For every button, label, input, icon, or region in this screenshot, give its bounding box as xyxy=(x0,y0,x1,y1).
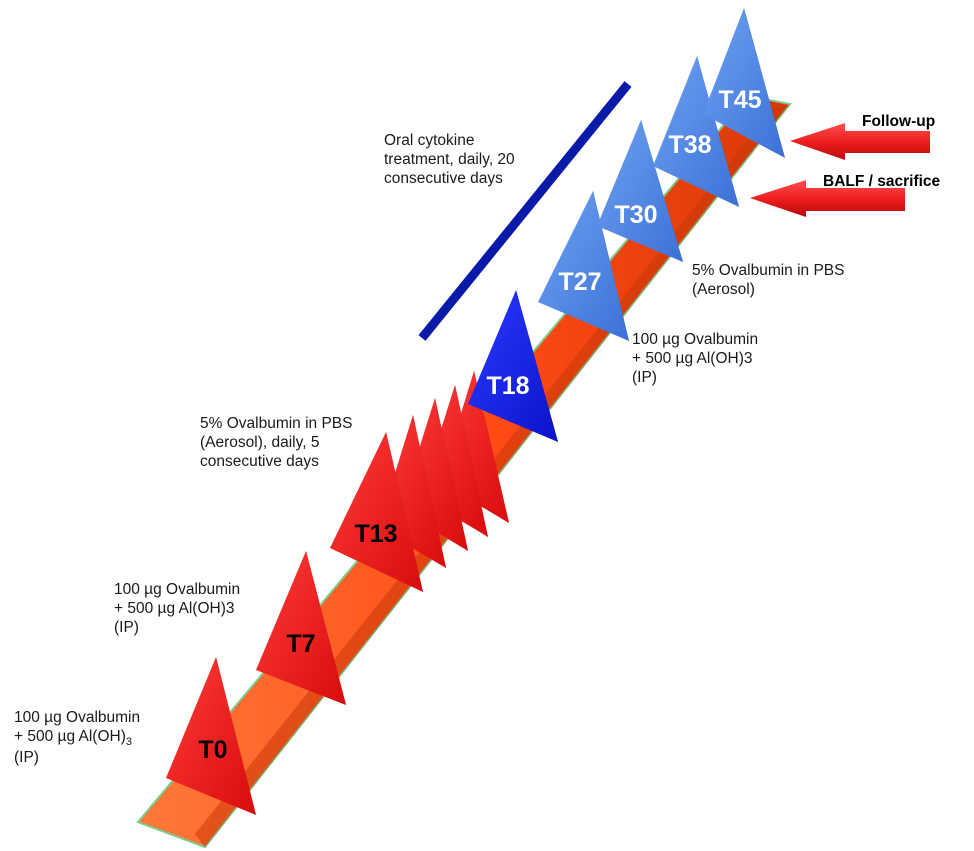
annotation-t0-line2-subscript: 3 xyxy=(126,736,132,748)
timepoint-t7: T7 xyxy=(256,551,346,705)
follow-up-arrow: Follow-up xyxy=(790,113,935,160)
annotation-t27-line1: 5% Ovalbumin in PBS xyxy=(692,262,845,279)
timepoint-t0: T0 xyxy=(166,657,256,815)
annotation-t27: 5% Ovalbumin in PBS (Aerosol) xyxy=(692,262,845,298)
timepoint-label-t18: T18 xyxy=(486,372,529,400)
timepoint-label-t45: T45 xyxy=(718,86,761,114)
timepoint-label-t27: T27 xyxy=(558,268,601,296)
balf-sacrifice-arrow: BALF / sacrifice xyxy=(750,173,941,217)
annotation-t0: 100 µg Ovalbumin + 500 µg Al(OH)3 (IP) xyxy=(14,709,140,766)
follow-up-label: Follow-up xyxy=(862,113,935,130)
annotation-t18-line1: 100 µg Ovalbumin xyxy=(632,331,758,348)
annotation-t0-line3: (IP) xyxy=(14,749,39,766)
balf-sacrifice-label: BALF / sacrifice xyxy=(823,173,941,190)
annotation-aerosol-series: 5% Ovalbumin in PBS (Aerosol), daily, 5 … xyxy=(200,415,353,470)
timepoint-label-t38: T38 xyxy=(668,131,711,159)
annotation-t18: 100 µg Ovalbumin + 500 µg Al(OH)3 (IP) xyxy=(632,331,758,386)
timepoint-t13: T13 xyxy=(330,432,423,592)
annotation-aerosol-line2: (Aerosol), daily, 5 xyxy=(200,434,319,451)
timepoint-label-t0: T0 xyxy=(198,736,227,764)
timepoint-label-t13: T13 xyxy=(354,520,397,548)
annotation-cytokine-line1: Oral cytokine xyxy=(384,132,474,149)
annotation-t0-line2: + 500 µg Al(OH)3 xyxy=(14,728,132,748)
annotation-cytokine: Oral cytokine treatment, daily, 20 conse… xyxy=(384,132,515,187)
timepoint-t38: T38 xyxy=(653,56,739,207)
annotation-cytokine-line2: treatment, daily, 20 xyxy=(384,151,515,168)
timepoint-t45: T45 xyxy=(703,8,785,158)
annotation-t7: 100 µg Ovalbumin + 500 µg Al(OH)3 (IP) xyxy=(114,581,240,636)
timepoint-label-t7: T7 xyxy=(286,630,315,658)
annotation-cytokine-line3: consecutive days xyxy=(384,170,503,187)
annotation-t18-line2: + 500 µg Al(OH)3 xyxy=(632,350,753,367)
annotation-t7-line3: (IP) xyxy=(114,619,139,636)
cytokine-treatment-bar xyxy=(418,81,632,341)
annotation-t7-line1: 100 µg Ovalbumin xyxy=(114,581,240,598)
timepoint-label-t30: T30 xyxy=(614,201,657,229)
annotation-t27-line2: (Aerosol) xyxy=(692,281,755,298)
timepoint-t27: T27 xyxy=(538,191,629,341)
annotation-t0-line2-main: + 500 µg Al(OH) xyxy=(14,728,126,745)
annotation-t0-line1: 100 µg Ovalbumin xyxy=(14,709,140,726)
annotation-aerosol-line1: 5% Ovalbumin in PBS xyxy=(200,415,353,432)
annotation-aerosol-line3: consecutive days xyxy=(200,453,319,470)
timepoint-t30: T30 xyxy=(597,120,683,262)
timepoint-t18: T18 xyxy=(468,290,558,442)
annotation-t7-line2: + 500 µg Al(OH)3 xyxy=(114,600,235,617)
annotation-t18-line3: (IP) xyxy=(632,369,657,386)
